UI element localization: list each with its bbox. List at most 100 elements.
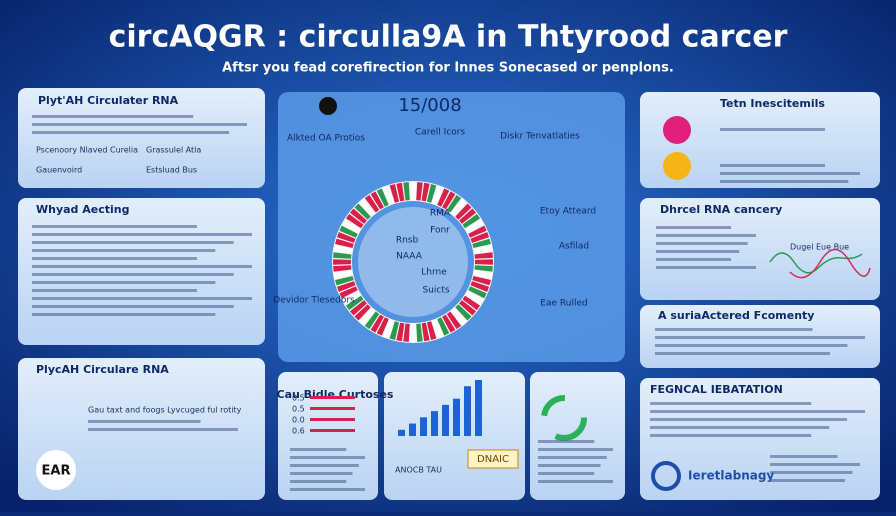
text-line [655,344,848,347]
ring-segment [442,191,456,210]
text-line [656,234,756,237]
ring-segment [364,194,380,213]
text-line [88,420,201,423]
panel [18,198,265,345]
center-label: Rnsb [396,236,419,246]
logo [651,461,681,491]
text-line [32,131,230,134]
ring-segment [468,225,487,238]
bar [442,404,449,436]
text-line [538,480,613,483]
panel-title: A suriaActered Fcomenty [658,309,814,322]
ring-segment [410,182,416,201]
text-line [88,428,238,431]
ring-segment [364,311,380,330]
bar [431,411,438,436]
ring-segment [359,198,375,216]
text-line [650,410,865,413]
ring-segment [349,300,367,316]
ring-segment [455,203,472,220]
text-line [290,488,365,491]
ring-segment [403,182,410,201]
ring-segment [376,188,389,207]
text-line [770,471,853,474]
ring-segment [472,275,491,286]
panel-title: PlycAH Circulare RNA [36,363,169,376]
text-line [770,479,845,482]
text-line [656,250,740,253]
ring-segment [383,319,394,339]
ring-segment [389,184,400,203]
tag-box [467,449,519,469]
text-line [650,402,812,405]
panel [640,198,880,300]
panel-title: Tetn Inescitemils [720,97,825,110]
text-line [290,472,353,475]
ring-segment [446,311,462,330]
text-line [720,172,860,175]
ring-segment [342,291,361,305]
ring-segment [389,321,400,340]
ring-segment [442,314,456,333]
text-line [770,463,860,466]
center-label: Alkted OA Protios [287,134,365,144]
bar [398,429,405,436]
ring-segment [473,270,493,279]
item: Gauenvoird [36,166,82,175]
ring-segment [432,319,443,339]
ring-segment [465,291,484,305]
panel-title: Whyad Aecting [36,203,130,216]
ring-segment [354,304,371,321]
text-line [656,266,756,269]
ring-segment [437,317,450,336]
bar [475,380,482,436]
badge: EAR [42,464,71,479]
ring-segment [470,232,490,243]
panel-title: Plyt'AH Circulater RNA [38,94,179,107]
text-line [290,448,347,451]
ring-segment [472,238,491,249]
panel [278,372,378,500]
text-line [32,241,234,244]
panel-title: Dhrcel RNA cancery [660,203,782,216]
ring-segment [333,245,353,254]
icon [663,116,691,144]
ring-segment [451,308,467,326]
text-line [650,418,848,421]
title: circAQGR : circulla9A in Thtyrood carcer [109,20,788,55]
center-label: RMA [430,209,451,219]
counter: 15/008 [398,95,461,116]
ring-segment [336,232,356,243]
ring-segment [459,208,477,224]
center-label: Fonr [430,226,450,236]
item: Estsluad Bus [146,166,197,175]
panel [18,88,265,188]
ring-segment [370,314,384,333]
row-bar [310,407,355,410]
row-value: 0.6 [292,427,305,436]
ring-segment [437,188,450,207]
tag: DNAIC [477,454,509,465]
text-line [32,233,252,236]
text-line [32,297,252,300]
text-line [32,265,252,268]
ring-segment [396,322,405,342]
text-line [656,226,731,229]
text-line [655,352,830,355]
ring-inner [358,207,468,317]
text-line [650,426,830,429]
item: Pscenoory Nlaved Curelia [36,146,138,155]
ring-segment [339,286,358,299]
text-line [32,115,194,118]
bar [420,417,427,436]
panel-title: Cau Bidle Curtoses [277,388,394,401]
ring-segment [473,245,493,254]
ring-segment [333,252,352,259]
center-label: Lhrne [421,268,447,278]
text-line [538,440,595,443]
center-label: Devidor Tlesedors [273,296,355,306]
ring-segment [421,182,430,202]
curve [789,248,871,279]
text-line [655,336,865,339]
